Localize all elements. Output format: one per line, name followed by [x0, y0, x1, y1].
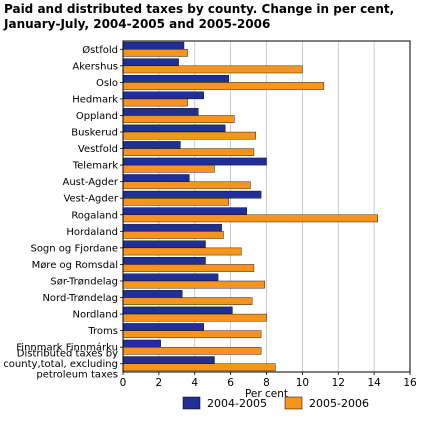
- bar-series-1: [122, 108, 199, 116]
- bar-series-1: [122, 223, 222, 232]
- category-label: Aust-Agder: [63, 177, 119, 188]
- bar-series-1: [122, 58, 179, 67]
- bar-series-1: [122, 141, 181, 149]
- bar-series-1: [122, 240, 206, 249]
- x-tick-label: 8: [263, 377, 270, 389]
- bar-series-2: [122, 181, 251, 190]
- category-label: Troms: [87, 326, 118, 337]
- category-label: Vestfold: [78, 144, 118, 155]
- category-label: Sør-Trøndelag: [50, 276, 118, 287]
- bar-series-2: [122, 115, 235, 123]
- bar-series-1: [122, 257, 206, 265]
- bar-series-1: [122, 306, 233, 315]
- category-label: Sogn og Fjordane: [30, 243, 118, 254]
- legend-label: 2004-2005: [207, 397, 267, 410]
- category-label: Hordaland: [66, 227, 118, 238]
- category-label: Østfold: [82, 44, 118, 56]
- category-label: Hedmark: [72, 94, 118, 105]
- category-label: Telemark: [72, 161, 118, 172]
- bar-series-2: [122, 131, 256, 140]
- x-tick-label: 6: [227, 377, 234, 389]
- x-tick-label: 2: [156, 377, 163, 389]
- bar-series-1: [122, 207, 247, 215]
- legend-label: 2005-2006: [309, 397, 369, 410]
- category-label: Nord-Trøndelag: [42, 293, 118, 304]
- bar-series-1: [122, 124, 226, 133]
- chart-title: Paid and distributed taxes by county. Ch…: [4, 2, 395, 31]
- bar-series-2: [122, 264, 255, 272]
- category-label: Buskerud: [71, 128, 118, 139]
- category-label: Vest-Agder: [63, 194, 118, 205]
- bar-series-2: [122, 164, 215, 173]
- bar-series-2: [122, 214, 378, 223]
- bar-series-1: [122, 74, 230, 83]
- category-label: Oslo: [96, 78, 118, 89]
- bar-series-1: [122, 323, 204, 331]
- category-label: Akershus: [72, 61, 118, 72]
- bar-series-2: [122, 148, 255, 156]
- bar-series-2: [122, 346, 262, 355]
- bar-series-2: [122, 363, 276, 372]
- category-label: county,total, excluding: [3, 359, 118, 370]
- x-tick-label: 0: [120, 377, 127, 389]
- legend-swatch: [284, 396, 303, 410]
- bar-series-1: [122, 174, 190, 182]
- bar-series-1: [122, 190, 262, 199]
- bar-series-1: [122, 356, 215, 364]
- bar-series-1: [122, 339, 161, 348]
- bar-series-2: [122, 247, 242, 256]
- bar-series-1: [122, 91, 204, 100]
- bar-series-1: [122, 41, 185, 50]
- bar-series-2: [122, 49, 188, 57]
- category-label: Rogaland: [71, 210, 118, 221]
- bar-series-2: [122, 65, 303, 74]
- bar-series-2: [122, 280, 265, 289]
- bar-series-1: [122, 290, 183, 298]
- category-label: Oppland: [76, 111, 118, 122]
- bar-series-1: [122, 157, 267, 166]
- bar-series-1: [122, 273, 219, 282]
- x-tick-label: 14: [367, 377, 381, 389]
- bar-series-2: [122, 198, 230, 206]
- bar-series-2: [122, 82, 325, 90]
- bar-series-2: [122, 297, 253, 305]
- bar-series-2: [122, 330, 262, 339]
- x-tick-label: 4: [191, 377, 198, 389]
- x-tick-label: 16: [403, 377, 417, 389]
- category-label: petroleum taxes: [36, 370, 118, 381]
- category-label: Distributed taxes by: [17, 349, 118, 360]
- bar-series-2: [122, 98, 188, 107]
- x-axis-label: Per cent: [245, 388, 288, 400]
- category-label: Møre og Romsdal: [32, 260, 118, 271]
- bar-series-2: [122, 231, 224, 239]
- legend-swatch: [182, 396, 201, 410]
- x-tick-label: 10: [296, 377, 309, 389]
- category-label: Nordland: [73, 310, 118, 321]
- bar-series-2: [122, 313, 267, 322]
- x-tick-label: 12: [332, 377, 345, 389]
- category-label: Finnmark Finnmárku: [16, 342, 118, 354]
